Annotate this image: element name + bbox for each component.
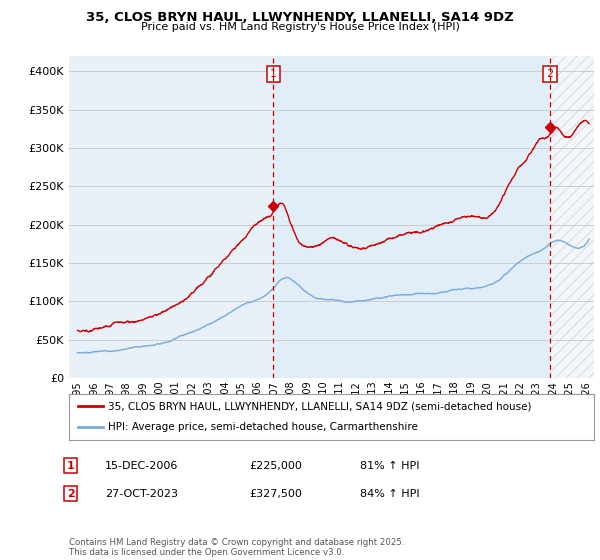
Bar [550, 56, 594, 378]
Text: HPI: Average price, semi-detached house, Carmarthenshire: HPI: Average price, semi-detached house,… [109, 422, 418, 432]
Text: Contains HM Land Registry data © Crown copyright and database right 2025.
This d: Contains HM Land Registry data © Crown c… [69, 538, 404, 557]
Text: 2: 2 [67, 489, 74, 499]
Text: 35, CLOS BRYN HAUL, LLWYNHENDY, LLANELLI, SA14 9DZ: 35, CLOS BRYN HAUL, LLWYNHENDY, LLANELLI… [86, 11, 514, 24]
Text: 1: 1 [270, 69, 277, 78]
Bar [274, 56, 550, 378]
Text: 81% ↑ HPI: 81% ↑ HPI [360, 461, 419, 471]
Text: £225,000: £225,000 [249, 461, 302, 471]
Text: 27-OCT-2023: 27-OCT-2023 [105, 489, 178, 499]
Text: 35, CLOS BRYN HAUL, LLWYNHENDY, LLANELLI, SA14 9DZ (semi-detached house): 35, CLOS BRYN HAUL, LLWYNHENDY, LLANELLI… [109, 401, 532, 411]
Text: 15-DEC-2006: 15-DEC-2006 [105, 461, 178, 471]
Text: 2: 2 [547, 69, 554, 78]
Text: Price paid vs. HM Land Registry's House Price Index (HPI): Price paid vs. HM Land Registry's House … [140, 22, 460, 32]
Text: 84% ↑ HPI: 84% ↑ HPI [360, 489, 419, 499]
Text: 1: 1 [67, 461, 74, 471]
Text: £327,500: £327,500 [249, 489, 302, 499]
